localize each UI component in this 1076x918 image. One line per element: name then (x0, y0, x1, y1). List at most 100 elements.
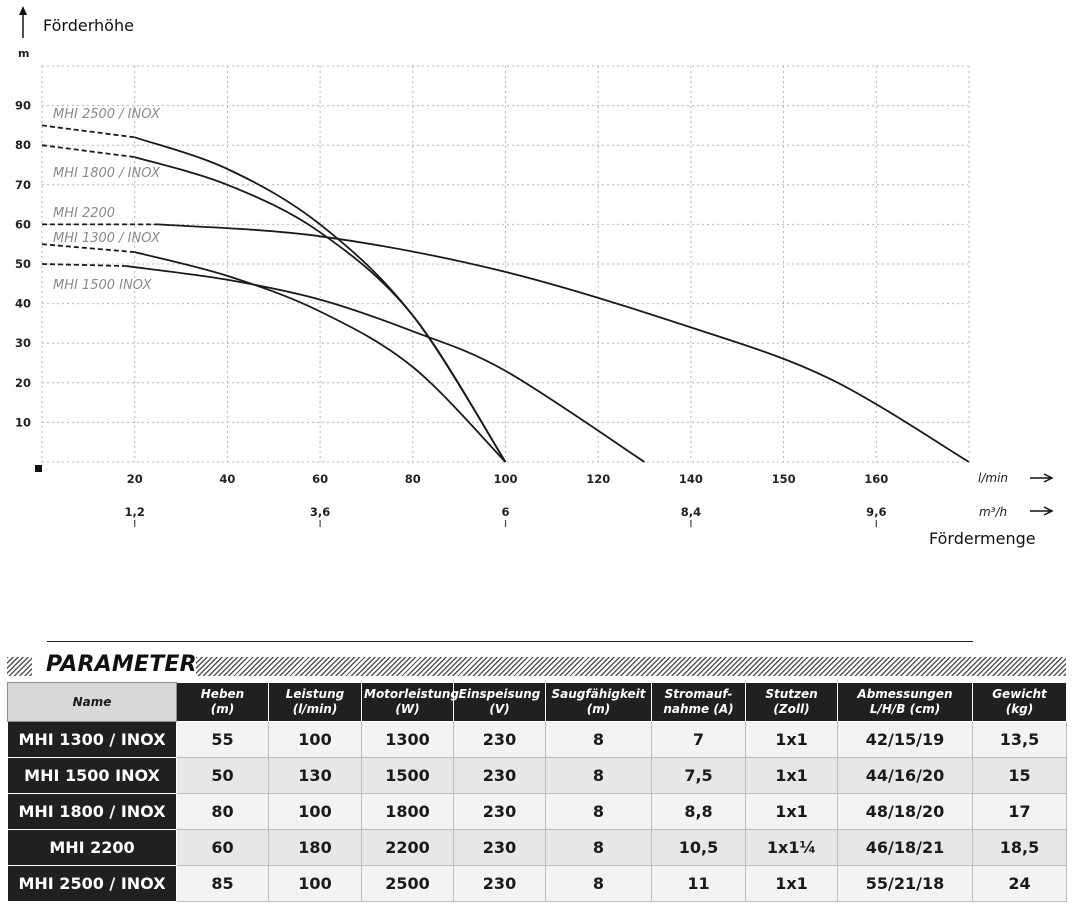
table-cell: 55 (176, 721, 269, 758)
parameter-divider (47, 641, 973, 642)
x-tick-label-m3h: 8,4 (681, 505, 701, 519)
table-cell: 100 (268, 793, 362, 830)
table-row: MHI 2200 60 180 2200 230 8 10,5 1x1¼ 46/18/21 18,… (7, 829, 1067, 866)
x-tick-label-m3h: 3,6 (310, 505, 330, 519)
x-arrow-lmin-icon (1030, 473, 1054, 483)
header-cell: Stromauf-nahme (A) (651, 682, 746, 722)
y-axis-arrow-icon (19, 6, 27, 15)
chart-ticks: 10 20 30 40 50 60 70 80 90 20 40 60 80 100 120 140 150 16… (15, 99, 888, 527)
curve-label-mhi-1800-inox: MHI 1800 / INOX (53, 166, 161, 181)
curve-label-mhi-2500-inox: MHI 2500 / INOX (53, 107, 161, 122)
table-row: MHI 1500 INOX 50 130 1500 230 8 7,5 1x1 44/16/20… (7, 757, 1067, 794)
chart-grid (41, 65, 970, 463)
table-cell: 15 (972, 757, 1067, 794)
table-cell: 100 (268, 721, 362, 758)
table-cell: 80 (176, 793, 269, 830)
x-tick-label-lmin: 160 (864, 472, 888, 486)
row-name-cell: MHI 1300 / INOX (7, 721, 177, 758)
table-row: MHI 1300 / INOX 55 100 1300 230 8 7 1x1 42/15/19… (7, 721, 1067, 758)
curve-mhi-1800-inox-dashed (41, 144, 135, 158)
y-tick-label: 20 (15, 376, 31, 390)
table-cell: 42/15/19 (837, 721, 973, 758)
x-tick-label-lmin: 140 (679, 472, 703, 486)
y-tick-label: 10 (15, 415, 31, 429)
table-cell: 1500 (361, 757, 454, 794)
table-cell: 1x1 (745, 865, 838, 902)
curve-label-mhi-1300-inox: MHI 1300 / INOX (53, 231, 161, 246)
y-tick-label: 30 (15, 336, 31, 350)
table-cell: 11 (651, 865, 746, 902)
table-cell: 44/16/20 (837, 757, 973, 794)
curve-label-mhi-1500-inox: MHI 1500 INOX (53, 278, 153, 293)
table-cell: 55/21/18 (837, 865, 973, 902)
table-cell: 1x1¼ (745, 829, 838, 866)
table-cell: 18,5 (972, 829, 1067, 866)
x-tick-label-lmin: 40 (219, 472, 235, 486)
x-tick-label-lmin: 20 (127, 472, 143, 486)
parameter-title: PARAMETER (46, 652, 197, 677)
x-tick-label-lmin: 150 (772, 472, 796, 486)
table-cell: 1x1 (745, 757, 838, 794)
y-tick-label: 90 (15, 99, 31, 113)
chart-curves: MHI 2500 / INOX MHI 1800 / INOX MHI 2200 MH… (41, 107, 970, 463)
table-cell: 24 (972, 865, 1067, 902)
table-cell: 1300 (361, 721, 454, 758)
table-cell: 8 (545, 829, 652, 866)
table-cell: 230 (453, 865, 546, 902)
table-header-row: Name Heben (m) Leistung (l/min) Motorleistung… (7, 682, 1067, 722)
curve-mhi-1500-inox-dashed (41, 263, 126, 267)
x-arrow-m3h-icon (1030, 506, 1054, 516)
row-name-cell: MHI 2200 (7, 829, 177, 866)
curve-mhi-1800-inox (134, 156, 507, 463)
table-cell: 230 (453, 721, 546, 758)
table-cell: 7 (651, 721, 746, 758)
x-tick-label-lmin: 60 (312, 472, 328, 486)
table-cell: 2500 (361, 865, 454, 902)
header-cell: Gewicht (kg) (972, 682, 1067, 722)
curve-mhi-1500-inox (125, 265, 645, 463)
table-cell: 8,8 (651, 793, 746, 830)
y-tick-label: 50 (15, 257, 31, 271)
table-cell: 48/18/20 (837, 793, 973, 830)
row-name-cell: MHI 2500 / INOX (7, 865, 177, 902)
table-cell: 1x1 (745, 793, 838, 830)
table-cell: 8 (545, 757, 652, 794)
x-tick-label-m3h: 1,2 (125, 505, 145, 519)
curve-mhi-1300-inox (134, 251, 507, 463)
table-cell: 46/18/21 (837, 829, 973, 866)
x-unit-m3h: m³/h (979, 505, 1007, 519)
table-row: MHI 1800 / INOX 80 100 1800 230 8 8,8 1x1 48/18/… (7, 793, 1067, 830)
table-cell: 230 (453, 829, 546, 866)
header-cell: Stutzen (Zoll) (745, 682, 838, 722)
header-cell: Saugfähigkeit (m) (545, 682, 652, 722)
header-cell: Heben (m) (176, 682, 269, 722)
origin-marker (35, 465, 42, 472)
table-cell: 8 (545, 865, 652, 902)
table-cell: 17 (972, 793, 1067, 830)
table-cell: 1800 (361, 793, 454, 830)
y-tick-label: 60 (15, 217, 31, 231)
table-cell: 10,5 (651, 829, 746, 866)
y-tick-label: 80 (15, 138, 31, 152)
y-tick-label: 70 (15, 178, 31, 192)
table-row: MHI 2500 / INOX 85 100 2500 230 8 11 1x1 55/21/1… (7, 865, 1067, 902)
header-cell: Leistung (l/min) (268, 682, 362, 722)
table-cell: 60 (176, 829, 269, 866)
hatch-decoration-right (196, 657, 1066, 676)
header-cell: Motorleistung (W) (361, 682, 459, 722)
table-cell: 130 (268, 757, 362, 794)
x-tick-label-lmin: 100 (493, 472, 517, 486)
x-tick-label-m3h: 9,6 (866, 505, 886, 519)
table-cell: 13,5 (972, 721, 1067, 758)
curve-mhi-2200 (157, 223, 970, 463)
table-cell: 230 (453, 793, 546, 830)
header-name: Name (7, 682, 177, 722)
header-cell: Einspeisung (V) (453, 682, 546, 722)
curve-label-mhi-2200: MHI 2200 (53, 206, 115, 221)
table-cell: 180 (268, 829, 362, 866)
parameter-table: Name Heben (m) Leistung (l/min) Motorleistung… (7, 682, 1067, 902)
hatch-decoration-left (7, 657, 32, 676)
table-cell: 50 (176, 757, 269, 794)
table-cell: 230 (453, 757, 546, 794)
pump-performance-chart: MHI 2500 / INOX MHI 1800 / INOX MHI 2200 MH… (15, 6, 1054, 548)
